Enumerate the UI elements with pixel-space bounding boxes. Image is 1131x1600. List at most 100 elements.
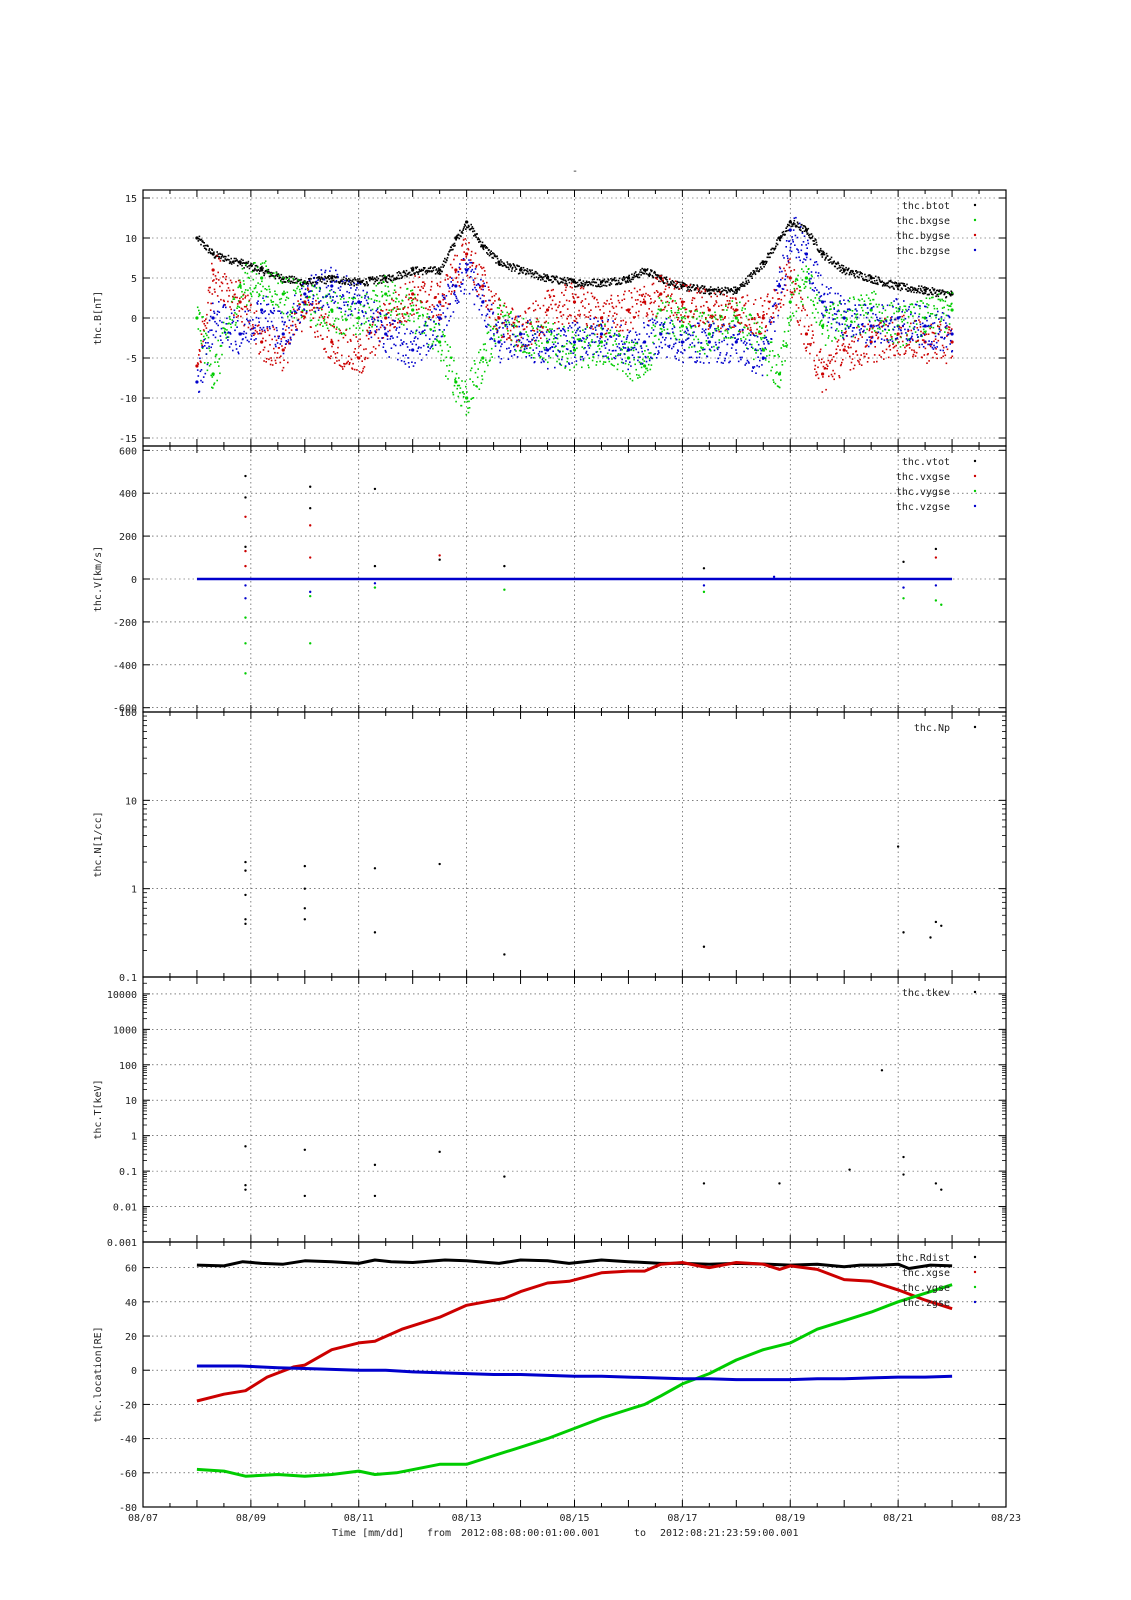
data-point	[679, 281, 681, 284]
data-point	[508, 337, 511, 339]
data-point	[838, 375, 840, 377]
data-point	[733, 326, 735, 328]
data-point	[895, 344, 897, 347]
data-point	[787, 223, 789, 226]
data-point	[267, 320, 269, 323]
data-point	[355, 279, 357, 281]
data-point	[374, 331, 377, 334]
data-point	[630, 281, 632, 283]
data-point	[833, 307, 835, 309]
data-point	[603, 361, 605, 363]
data-point	[209, 329, 211, 332]
data-point	[682, 284, 684, 286]
data-point	[324, 271, 326, 274]
data-point	[604, 333, 607, 335]
data-point-key	[777, 372, 782, 376]
data-point	[252, 269, 254, 272]
data-point	[578, 309, 580, 312]
data-point	[231, 322, 234, 324]
data-point	[336, 306, 339, 309]
data-point	[748, 274, 751, 276]
data-point	[599, 285, 601, 288]
data-point	[727, 288, 730, 291]
data-point	[415, 308, 418, 311]
data-point	[318, 307, 320, 310]
data-point	[342, 278, 345, 281]
data-point	[370, 336, 373, 339]
data-point	[477, 368, 479, 370]
data-point	[212, 334, 215, 336]
data-point	[486, 281, 488, 284]
data-point	[285, 340, 287, 342]
data-point	[598, 348, 601, 350]
data-point	[572, 295, 574, 298]
data-point	[393, 306, 396, 309]
data-point	[660, 300, 663, 302]
data-point	[467, 407, 469, 409]
data-point	[794, 223, 796, 225]
data-point	[604, 284, 606, 287]
data-point	[720, 291, 723, 293]
data-point	[329, 295, 332, 298]
data-point	[900, 282, 902, 284]
data-point	[774, 382, 777, 385]
data-point	[696, 284, 698, 286]
data-point	[429, 266, 432, 268]
data-point	[937, 325, 939, 328]
data-point	[730, 288, 732, 290]
data-point	[475, 284, 478, 286]
data-point	[696, 285, 699, 288]
data-point	[652, 324, 655, 326]
data-point	[588, 281, 591, 283]
data-point	[504, 264, 507, 267]
data-point	[764, 330, 766, 333]
data-point	[439, 303, 442, 306]
data-point	[572, 297, 575, 299]
data-point	[330, 324, 332, 327]
data-point	[298, 279, 301, 281]
data-point	[488, 254, 491, 257]
data-point	[354, 297, 356, 300]
data-point	[262, 285, 264, 288]
data-point	[838, 310, 840, 313]
data-point	[946, 304, 949, 307]
data-point	[834, 265, 837, 268]
data-point	[873, 277, 875, 279]
data-point	[888, 345, 890, 348]
data-point	[550, 303, 552, 306]
data-point	[730, 320, 733, 323]
data-point-key	[707, 332, 711, 336]
data-point	[554, 278, 556, 281]
data-point	[850, 270, 852, 272]
data-point	[227, 287, 230, 289]
data-point	[461, 283, 464, 285]
data-point	[927, 333, 930, 335]
data-point	[339, 289, 341, 291]
data-point	[434, 266, 436, 268]
data-point	[744, 302, 747, 305]
data-point	[857, 271, 859, 273]
data-point	[279, 301, 282, 304]
data-point	[235, 348, 238, 350]
data-point	[872, 282, 875, 284]
data-point	[504, 319, 506, 322]
data-point	[355, 333, 357, 336]
data-point	[507, 263, 509, 265]
data-point	[578, 338, 580, 340]
data-point	[619, 334, 621, 337]
data-point	[221, 342, 224, 344]
data-point	[701, 296, 703, 299]
data-point	[907, 287, 909, 289]
data-point	[865, 294, 868, 296]
data-point	[239, 345, 241, 347]
data-point	[363, 304, 366, 307]
data-point	[543, 333, 545, 336]
data-point	[534, 342, 537, 344]
data-point	[267, 296, 269, 298]
data-point	[776, 243, 779, 246]
data-point	[381, 279, 384, 281]
data-point	[469, 228, 472, 230]
data-point	[813, 304, 815, 307]
data-point	[449, 276, 451, 278]
data-point	[856, 354, 859, 356]
